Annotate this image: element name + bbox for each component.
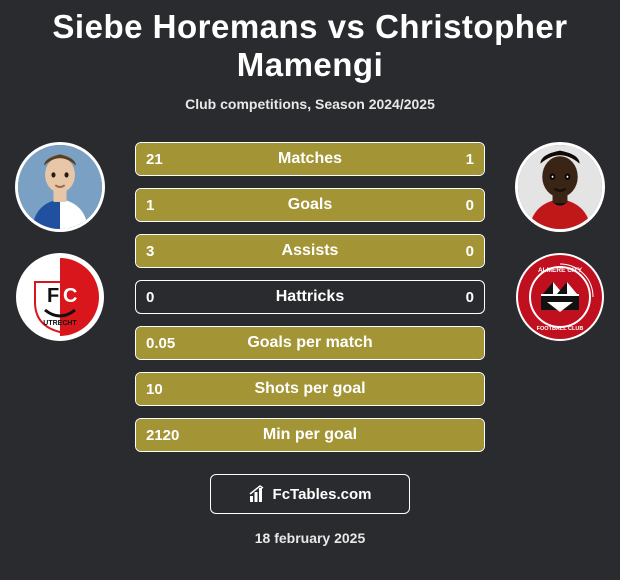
left-player-column: F C UTRECHT: [5, 142, 115, 342]
stat-bars: 21Matches11Goals03Assists00Hattricks00.0…: [135, 142, 485, 452]
stat-row: 0Hattricks0: [135, 280, 485, 314]
stat-row: 2120Min per goal: [135, 418, 485, 452]
brand-badge[interactable]: FcTables.com: [210, 474, 410, 514]
left-club-logo: F C UTRECHT: [15, 252, 105, 342]
svg-text:ALMERE CITY: ALMERE CITY: [538, 267, 583, 274]
stat-label: Goals per match: [136, 334, 484, 352]
chart-icon: [249, 485, 267, 503]
brand-text: FcTables.com: [273, 486, 372, 503]
stat-value-right: 0: [466, 243, 474, 260]
right-player-avatar: [515, 142, 605, 232]
stat-value-right: 0: [466, 197, 474, 214]
stat-row: 21Matches1: [135, 142, 485, 176]
left-player-avatar: [15, 142, 105, 232]
stat-value-right: 1: [466, 151, 474, 168]
footer-date: 18 february 2025: [0, 530, 620, 546]
stat-row: 0.05Goals per match: [135, 326, 485, 360]
stat-row: 10Shots per goal: [135, 372, 485, 406]
page-title: Siebe Horemans vs Christopher Mamengi: [0, 0, 620, 84]
right-player-column: ALMERE CITY FOOTBALL CLUB: [505, 142, 615, 342]
stat-value-right: 0: [466, 289, 474, 306]
stat-label: Shots per goal: [136, 380, 484, 398]
svg-text:FOOTBALL CLUB: FOOTBALL CLUB: [537, 326, 584, 332]
stat-label: Min per goal: [136, 426, 484, 444]
svg-text:C: C: [63, 285, 77, 307]
stat-label: Assists: [136, 242, 484, 260]
svg-text:UTRECHT: UTRECHT: [43, 320, 77, 327]
stat-label: Goals: [136, 196, 484, 214]
svg-text:F: F: [47, 285, 59, 307]
comparison-panel: F C UTRECHT: [0, 142, 620, 452]
right-club-logo: ALMERE CITY FOOTBALL CLUB: [515, 252, 605, 342]
stat-label: Matches: [136, 150, 484, 168]
stat-row: 1Goals0: [135, 188, 485, 222]
stat-row: 3Assists0: [135, 234, 485, 268]
subtitle: Club competitions, Season 2024/2025: [0, 96, 620, 112]
stat-label: Hattricks: [136, 288, 484, 306]
